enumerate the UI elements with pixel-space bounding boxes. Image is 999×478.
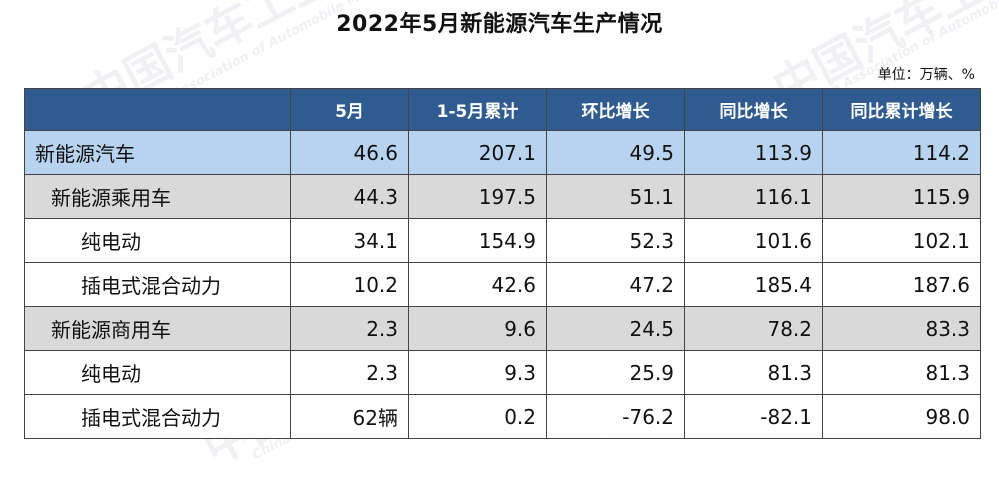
row-label: 新能源商用车 — [24, 306, 291, 351]
cell-value: 187.6 — [822, 262, 981, 307]
row-label: 纯电动 — [24, 218, 291, 263]
cell-value: 34.1 — [290, 218, 409, 263]
row-label: 新能源乘用车 — [24, 174, 291, 219]
cell-value: 81.3 — [822, 350, 981, 395]
cell-value: 154.9 — [408, 218, 547, 263]
cell-value: 49.5 — [546, 130, 685, 175]
cell-value: -76.2 — [546, 394, 685, 439]
page-title: 2022年5月新能源汽车生产情况 — [336, 12, 663, 37]
cell-value: 0.2 — [408, 394, 547, 439]
cell-value: 24.5 — [546, 306, 685, 351]
cell-value: 98.0 — [822, 394, 981, 439]
unit-note: 单位：万辆、% — [877, 67, 975, 83]
cell-value: -82.1 — [684, 394, 823, 439]
table-row: 插电式混合动力 62辆 0.2 -76.2 -82.1 98.0 — [24, 394, 981, 439]
cell-value: 102.1 — [822, 218, 981, 263]
table-row: 新能源乘用车 44.3 197.5 51.1 116.1 115.9 — [24, 174, 981, 219]
cell-value: 2.3 — [290, 350, 409, 395]
cell-value: 207.1 — [408, 130, 547, 175]
cell-value: 2.3 — [290, 306, 409, 351]
table-row: 新能源汽车 46.6 207.1 49.5 113.9 114.2 — [24, 130, 981, 175]
cell-value: 62辆 — [290, 394, 409, 439]
column-header: 同比增长 — [684, 88, 823, 131]
cell-value: 78.2 — [684, 306, 823, 351]
column-header: 5月 — [290, 88, 409, 131]
production-table: 5月 1-5月累计 环比增长 同比增长 同比累计增长 新能源汽车 46.6 20… — [24, 88, 981, 439]
column-header: 环比增长 — [546, 88, 685, 131]
cell-value: 81.3 — [684, 350, 823, 395]
cell-value: 46.6 — [290, 130, 409, 175]
cell-value: 47.2 — [546, 262, 685, 307]
cell-value: 83.3 — [822, 306, 981, 351]
cell-value: 115.9 — [822, 174, 981, 219]
column-header: 同比累计增长 — [822, 88, 981, 131]
cell-value: 25.9 — [546, 350, 685, 395]
cell-value: 9.6 — [408, 306, 547, 351]
table-header-row: 5月 1-5月累计 环比增长 同比增长 同比累计增长 — [24, 88, 981, 131]
cell-value: 9.3 — [408, 350, 547, 395]
table-row: 纯电动 2.3 9.3 25.9 81.3 81.3 — [24, 350, 981, 395]
cell-value: 10.2 — [290, 262, 409, 307]
cell-value: 197.5 — [408, 174, 547, 219]
cell-value: 113.9 — [684, 130, 823, 175]
cell-value: 52.3 — [546, 218, 685, 263]
row-label: 新能源汽车 — [24, 130, 291, 175]
column-header: 1-5月累计 — [408, 88, 547, 131]
table-row: 纯电动 34.1 154.9 52.3 101.6 102.1 — [24, 218, 981, 263]
cell-value: 51.1 — [546, 174, 685, 219]
row-label: 插电式混合动力 — [24, 394, 291, 439]
cell-value: 101.6 — [684, 218, 823, 263]
cell-value: 44.3 — [290, 174, 409, 219]
cell-value: 116.1 — [684, 174, 823, 219]
cell-value: 114.2 — [822, 130, 981, 175]
table-row: 插电式混合动力 10.2 42.6 47.2 185.4 187.6 — [24, 262, 981, 307]
cell-value: 42.6 — [408, 262, 547, 307]
cell-value: 185.4 — [684, 262, 823, 307]
row-label: 插电式混合动力 — [24, 262, 291, 307]
table-row: 新能源商用车 2.3 9.6 24.5 78.2 83.3 — [24, 306, 981, 351]
row-label: 纯电动 — [24, 350, 291, 395]
column-header — [24, 88, 291, 131]
